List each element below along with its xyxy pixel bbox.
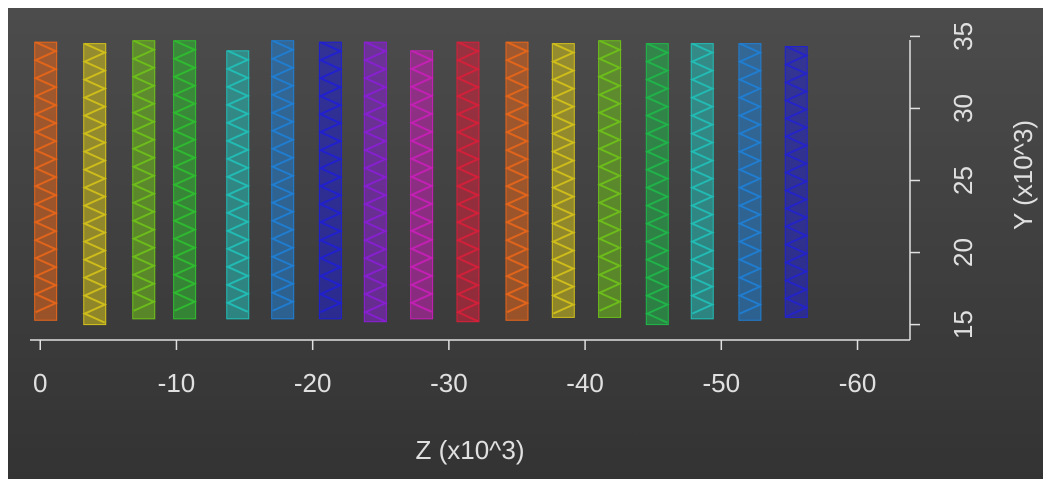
x-tick-label: -20 [294,368,332,398]
y-tick-label: 15 [948,310,978,339]
chart: Z (x10^3) Y (x10^3) 0 -10 -20 -30 -40 -50 -60 1… [0,0,1043,479]
x-tick-label: -30 [430,368,468,398]
y-tick-label: 25 [948,166,978,195]
x-tick-label: -60 [839,368,877,398]
x-tick-label: -40 [566,368,604,398]
x-axis-label: Z (x10^3) [415,435,524,465]
y-axis-label: Y (x10^3) [1008,120,1038,230]
y-tick-label: 20 [948,238,978,267]
x-tick-label: -10 [158,368,196,398]
x-tick-label: 0 [33,368,47,398]
y-tick-label: 30 [948,94,978,123]
x-tick-label: -50 [703,368,741,398]
y-tick-label: 35 [948,22,978,51]
